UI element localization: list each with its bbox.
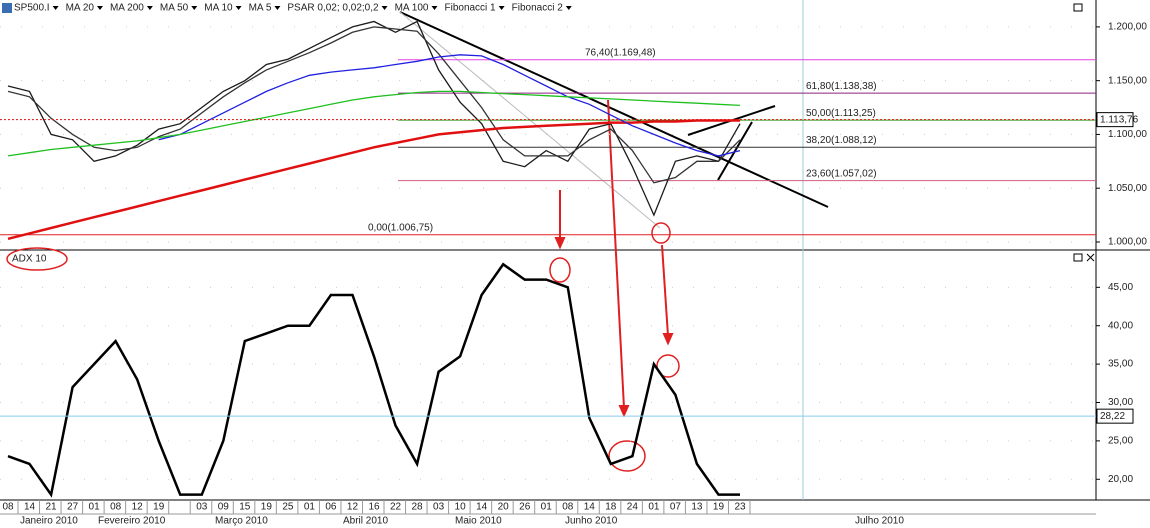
month-label: Abril 2010 bbox=[343, 516, 388, 527]
annotation-arrows bbox=[554, 99, 674, 418]
dropdown-arrow bbox=[381, 6, 388, 10]
fib-label: 61,80(1.138,38) bbox=[806, 81, 877, 92]
x-tick-label: 01 bbox=[304, 502, 316, 513]
y-tick-label: 45,00 bbox=[1108, 282, 1133, 293]
x-tick-label: 15 bbox=[239, 502, 251, 513]
dropdown-arrow bbox=[274, 6, 281, 10]
annotation-circles bbox=[6, 222, 680, 472]
legend-entry[interactable]: MA 200 bbox=[110, 3, 144, 14]
x-tick-label: 13 bbox=[691, 502, 703, 513]
x-tick-label: 01 bbox=[541, 502, 553, 513]
month-label: Janeiro 2010 bbox=[20, 516, 78, 527]
window-button[interactable] bbox=[1073, 253, 1083, 262]
dropdown-arrow bbox=[498, 6, 505, 10]
x-tick-label: 28 bbox=[411, 502, 423, 513]
x-tick-label: 18 bbox=[605, 502, 617, 513]
x-tick-label: 14 bbox=[476, 502, 488, 513]
x-tick-label: 27 bbox=[67, 502, 79, 513]
fib-label: 50,00(1.113,25) bbox=[806, 108, 876, 119]
y-tick-label: 1.000,00 bbox=[1108, 237, 1147, 248]
legend-entry[interactable]: MA 10 bbox=[204, 3, 233, 14]
x-tick-label: 10 bbox=[455, 502, 467, 513]
fib-label: 38,20(1.088,12) bbox=[806, 135, 877, 146]
x-tick-label: 21 bbox=[45, 502, 57, 513]
x-tick-label: 19 bbox=[261, 502, 273, 513]
dropdown-arrow bbox=[431, 6, 438, 10]
x-tick-label: 25 bbox=[282, 502, 294, 513]
window-button[interactable] bbox=[1073, 3, 1083, 12]
last-value-label: 1.113,76 bbox=[1100, 114, 1139, 125]
dropdown-arrow bbox=[565, 6, 572, 10]
x-tick-label: 22 bbox=[390, 502, 402, 513]
x-tick-label: 03 bbox=[433, 502, 445, 513]
x-tick-label: 07 bbox=[670, 502, 682, 513]
dropdown-arrow bbox=[191, 6, 198, 10]
series-line bbox=[158, 54, 741, 157]
legend-entry[interactable]: MA 5 bbox=[249, 3, 272, 14]
y-tick-label: 25,00 bbox=[1108, 436, 1133, 447]
x-tick-label: 14 bbox=[584, 502, 596, 513]
series-line bbox=[7, 262, 740, 498]
x-tick-label: 23 bbox=[734, 502, 746, 513]
dropdown-arrow bbox=[52, 6, 59, 10]
month-label: Fevereiro 2010 bbox=[98, 516, 166, 527]
x-tick-label: 19 bbox=[713, 502, 725, 513]
legend-entry[interactable]: MA 50 bbox=[160, 3, 189, 14]
month-label: Maio 2010 bbox=[455, 516, 502, 527]
x-tick-label: 08 bbox=[562, 502, 574, 513]
series-line bbox=[7, 26, 741, 184]
x-tick-label: 19 bbox=[153, 502, 165, 513]
y-tick-label: 1.050,00 bbox=[1108, 183, 1147, 194]
series-line bbox=[7, 119, 740, 241]
last-value-label: 28,22 bbox=[1100, 411, 1125, 422]
month-label: Junho 2010 bbox=[565, 516, 618, 527]
y-tick-label: 40,00 bbox=[1108, 320, 1133, 331]
symbol-icon bbox=[2, 3, 12, 13]
legend-entry[interactable]: MA 20 bbox=[66, 3, 95, 14]
x-tick-label: 24 bbox=[627, 502, 639, 513]
last-value-box bbox=[1096, 408, 1134, 424]
y-tick-label: 1.200,00 bbox=[1108, 22, 1147, 33]
x-tick-label: 12 bbox=[347, 502, 359, 513]
x-tick-label: 01 bbox=[89, 502, 101, 513]
legend-entry[interactable]: Fibonacci 1 bbox=[444, 3, 496, 14]
x-tick-label: 08 bbox=[2, 502, 14, 513]
x-tick-label: 26 bbox=[519, 502, 531, 513]
y-tick-label: 1.150,00 bbox=[1108, 75, 1147, 86]
close-button[interactable] bbox=[1086, 253, 1095, 262]
legend-entry[interactable]: SP500.I bbox=[14, 3, 50, 14]
x-tick-label: 09 bbox=[218, 502, 230, 513]
legend-entry[interactable]: Fibonacci 2 bbox=[512, 3, 564, 14]
legend-entry[interactable]: MA 100 bbox=[395, 3, 429, 14]
x-tick-label: 12 bbox=[132, 502, 144, 513]
y-tick-label: 20,00 bbox=[1108, 474, 1133, 485]
x-tick-label: 16 bbox=[368, 502, 380, 513]
dropdown-arrow bbox=[235, 6, 242, 10]
y-tick-label: 35,00 bbox=[1108, 359, 1133, 370]
month-label: Março 2010 bbox=[215, 516, 268, 527]
x-tick-label: 01 bbox=[648, 502, 660, 513]
last-value-box bbox=[1096, 112, 1134, 128]
fib-label: 23,60(1.057,02) bbox=[806, 168, 877, 179]
x-tick-label: 14 bbox=[24, 502, 36, 513]
y-tick-label: 30,00 bbox=[1108, 397, 1133, 408]
x-tick-label: 20 bbox=[498, 502, 510, 513]
y-tick-label: 1.100,00 bbox=[1108, 129, 1147, 140]
month-label: Julho 2010 bbox=[855, 516, 904, 527]
fib-label: 0,00(1.006,75) bbox=[368, 222, 433, 233]
dropdown-arrow bbox=[146, 6, 153, 10]
x-tick-label: 06 bbox=[325, 502, 337, 513]
series-line bbox=[7, 90, 741, 157]
x-tick-label: 08 bbox=[110, 502, 122, 513]
x-tick-label: 03 bbox=[196, 502, 208, 513]
legend-entry[interactable]: PSAR 0,02; 0,02;0,2 bbox=[287, 3, 379, 14]
dropdown-arrow bbox=[96, 6, 103, 10]
pane-title: ADX 10 bbox=[12, 254, 47, 265]
fib-label: 76,40(1.169,48) bbox=[585, 47, 656, 58]
